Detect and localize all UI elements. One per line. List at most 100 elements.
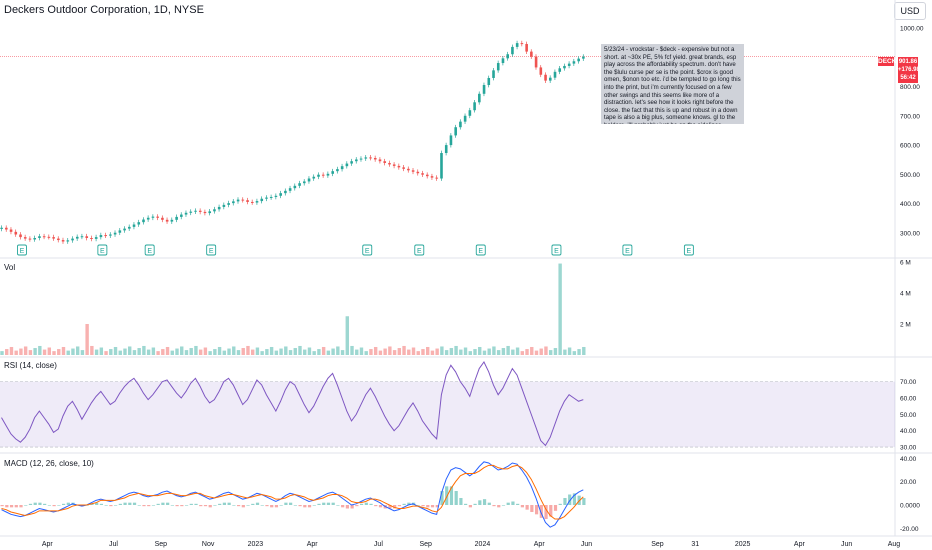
candle-body xyxy=(454,127,457,136)
earnings-marker-box xyxy=(144,244,155,256)
candle-body xyxy=(496,63,500,71)
macd-histogram-bar xyxy=(298,505,302,507)
volume-bar xyxy=(71,348,75,355)
macd-histogram-bar xyxy=(544,505,548,519)
candle-body xyxy=(161,217,164,220)
macd-histogram-bar xyxy=(378,505,383,508)
volume-bar xyxy=(511,349,515,355)
volume-bar xyxy=(142,345,146,355)
macd-histogram-bar xyxy=(492,505,496,507)
macd-histogram-bar xyxy=(175,505,179,507)
candle-body xyxy=(38,236,41,239)
volume-bar xyxy=(85,324,89,355)
macd-histogram-bar xyxy=(530,505,534,512)
volume-bar xyxy=(146,349,151,355)
volume-bar xyxy=(444,350,449,355)
candle-body xyxy=(317,174,320,177)
volume-bar xyxy=(293,348,297,355)
time-tick-label: Jul xyxy=(374,541,383,548)
rsi-band xyxy=(0,381,895,448)
volume-bar xyxy=(459,349,463,355)
candle-body xyxy=(487,77,491,86)
volume-bar xyxy=(440,346,444,355)
earnings-marker-box xyxy=(622,244,633,256)
candle-body xyxy=(553,71,557,78)
candle-body xyxy=(180,214,183,217)
candle-body xyxy=(279,193,282,196)
volume-bar xyxy=(407,349,411,355)
earnings-marker-box xyxy=(414,244,425,256)
macd-histogram-bar xyxy=(364,502,368,505)
macd-histogram-bar xyxy=(38,502,42,505)
time-tick-label: Sep xyxy=(651,541,664,548)
volume-bar xyxy=(321,346,326,355)
volume-bar xyxy=(364,351,368,355)
candle-body xyxy=(539,67,543,75)
volume-bar xyxy=(373,346,378,355)
candle-body xyxy=(269,196,273,198)
rsi-tick-label: 40.00 xyxy=(900,428,917,435)
volume-bar xyxy=(288,350,293,355)
macd-histogram-bar xyxy=(151,505,156,506)
candle-body xyxy=(132,224,136,227)
candle-body xyxy=(444,145,448,154)
macd-histogram-bar xyxy=(265,505,269,507)
macd-histogram-bar xyxy=(203,505,208,507)
macd-histogram-bar xyxy=(572,493,577,505)
volume-bar xyxy=(42,349,47,355)
macd-histogram-bar xyxy=(293,505,297,506)
volume-bar xyxy=(23,346,28,355)
macd-histogram-bar xyxy=(28,503,33,505)
macd-histogram-bar xyxy=(369,503,373,505)
macd-histogram-bar xyxy=(109,505,113,507)
candle-body xyxy=(530,51,533,57)
macd-tick-label: 20.00 xyxy=(900,479,917,486)
time-tick-label: Apr xyxy=(534,541,546,548)
macd-histogram-bar xyxy=(14,505,18,508)
volume-bar xyxy=(9,346,14,355)
macd-histogram-bar xyxy=(180,505,184,507)
volume-bar xyxy=(525,349,529,355)
macd-histogram-bar xyxy=(464,503,468,505)
macd-histogram-bar xyxy=(473,503,477,505)
candle-body xyxy=(189,211,193,213)
candle-body xyxy=(222,204,226,207)
candle-body xyxy=(0,227,3,229)
macd-histogram-bar xyxy=(421,505,425,507)
candle-body xyxy=(90,238,93,240)
macd-histogram-bar xyxy=(199,505,203,507)
macd-histogram-bar xyxy=(416,505,420,506)
ticker-tag: DECK xyxy=(878,57,897,66)
rsi-tick-label: 70.00 xyxy=(900,379,917,386)
volume-bar xyxy=(194,345,198,355)
candle-body xyxy=(478,93,481,103)
macd-histogram-bar xyxy=(317,503,321,505)
candle-body xyxy=(350,161,353,164)
macd-histogram-bar xyxy=(487,502,491,505)
macd-histogram-bar xyxy=(426,505,430,508)
volume-bar xyxy=(430,350,435,355)
candle-body xyxy=(255,201,259,203)
volume-bar xyxy=(137,348,141,355)
candle-body xyxy=(392,164,396,166)
candle-body xyxy=(331,171,334,174)
volume-bar xyxy=(317,349,321,355)
candle-body xyxy=(572,61,576,64)
volume-bar xyxy=(213,349,217,355)
volume-bar xyxy=(383,348,387,355)
macd-pane-label: MACD (12, 26, close, 10) xyxy=(4,459,94,468)
candle-body xyxy=(236,199,240,202)
volume-bar xyxy=(279,348,283,355)
volume-bar xyxy=(530,346,534,355)
macd-histogram-bar xyxy=(563,498,567,505)
volume-bar xyxy=(515,347,520,355)
candle-body xyxy=(9,229,13,232)
candle-body xyxy=(57,238,60,241)
macd-histogram-bar xyxy=(279,505,283,506)
macd-histogram-bar xyxy=(270,505,274,508)
volume-bar xyxy=(298,345,302,355)
candle-body xyxy=(123,228,126,231)
candle-body xyxy=(194,210,197,212)
volume-bar xyxy=(506,345,510,355)
